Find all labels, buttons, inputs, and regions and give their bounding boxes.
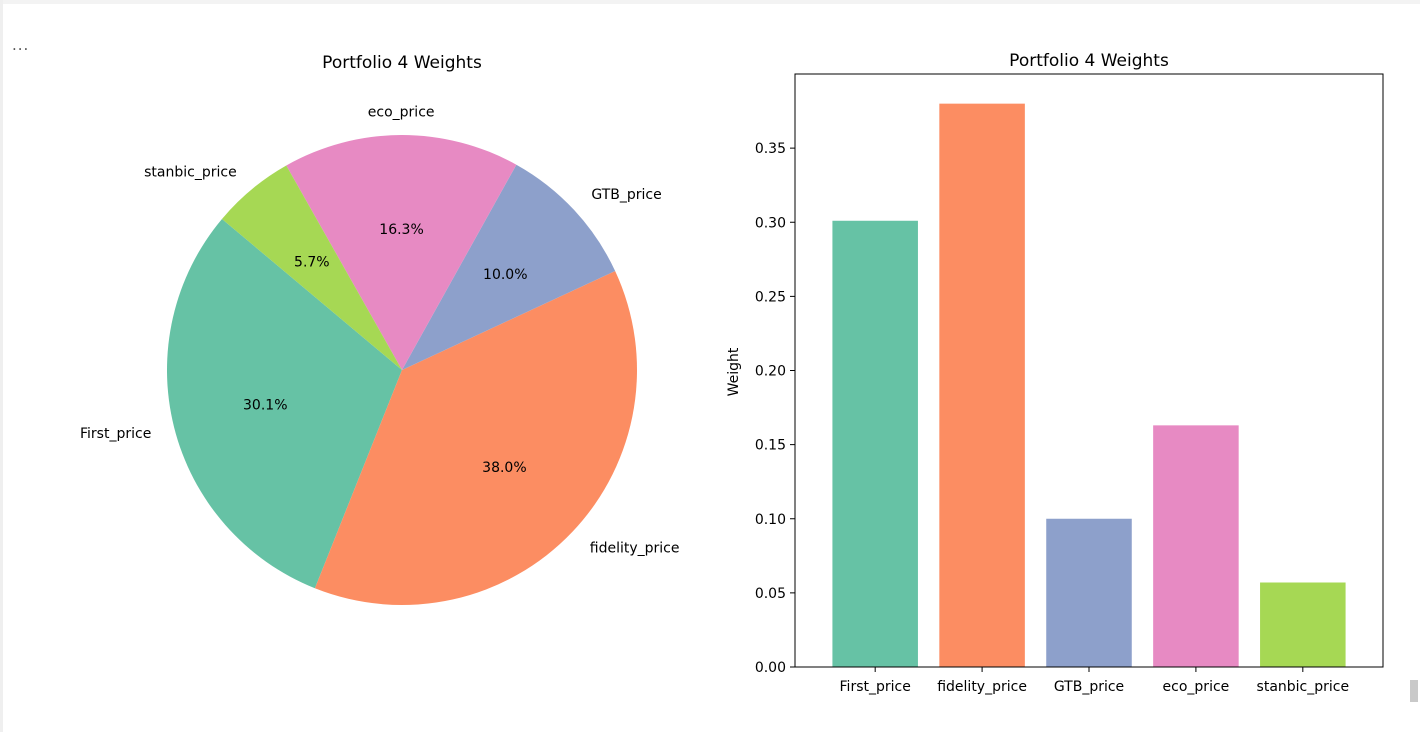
collapsed-output-ellipsis[interactable]: ... (12, 36, 30, 54)
y-axis-label: Weight (726, 347, 742, 396)
pie-label: GTB_price (591, 187, 661, 203)
pie-pct-label: 10.0% (483, 267, 527, 283)
bar-fidelity-price (939, 103, 1025, 667)
y-tick-label: 0.25 (755, 289, 786, 305)
pie-pct-label: 5.7% (294, 255, 330, 271)
pie-label: eco_price (368, 105, 435, 121)
x-tick-label: eco_price (1163, 679, 1230, 695)
pie-slice-gtb-price (402, 164, 616, 370)
top-border (0, 0, 1420, 4)
pie-pct-label: 38.0% (482, 460, 526, 476)
y-tick-label: 0.35 (755, 141, 786, 157)
y-tick-label: 0.30 (755, 215, 786, 231)
pie-slice-first-price (167, 218, 402, 589)
left-border (0, 0, 3, 732)
x-tick-label: First_price (840, 679, 911, 695)
pie-slice-stanbic-price (221, 165, 402, 370)
bar-stanbic-price (1260, 582, 1346, 667)
pie-title: Portfolio 4 Weights (322, 53, 482, 73)
bar-title: Portfolio 4 Weights (1009, 51, 1169, 71)
y-tick-label: 0.05 (755, 586, 786, 602)
x-tick-label: GTB_price (1054, 679, 1124, 695)
y-tick-label: 0.00 (755, 660, 786, 676)
y-tick-label: 0.15 (755, 438, 786, 454)
x-tick-label: stanbic_price (1257, 679, 1350, 695)
bar-gtb-price (1046, 518, 1132, 667)
pie-label: fidelity_price (590, 541, 680, 557)
bar-chart: Portfolio 4 Weights Weight 0.00 0.05 0.10 0… (726, 51, 1384, 695)
y-tick-label: 0.20 (755, 364, 786, 380)
bar-first-price (832, 220, 918, 667)
plot-frame (794, 73, 1384, 668)
pie-pct-label: 16.3% (379, 222, 423, 238)
pie-pct-label: 30.1% (243, 397, 287, 413)
x-tick-label: fidelity_price (937, 679, 1027, 695)
y-tick-label: 0.10 (755, 512, 786, 528)
pie-label: stanbic_price (144, 164, 237, 180)
pie-chart: Portfolio 4 Weights 30.1% First_price 38.0… (80, 53, 679, 605)
bar-eco-price (1153, 425, 1239, 667)
pie-label: First_price (80, 426, 151, 442)
scrollbar-thumb[interactable] (1410, 680, 1418, 702)
pie-slice-eco-price (286, 134, 517, 370)
pie-slice-fidelity-price (314, 271, 637, 605)
